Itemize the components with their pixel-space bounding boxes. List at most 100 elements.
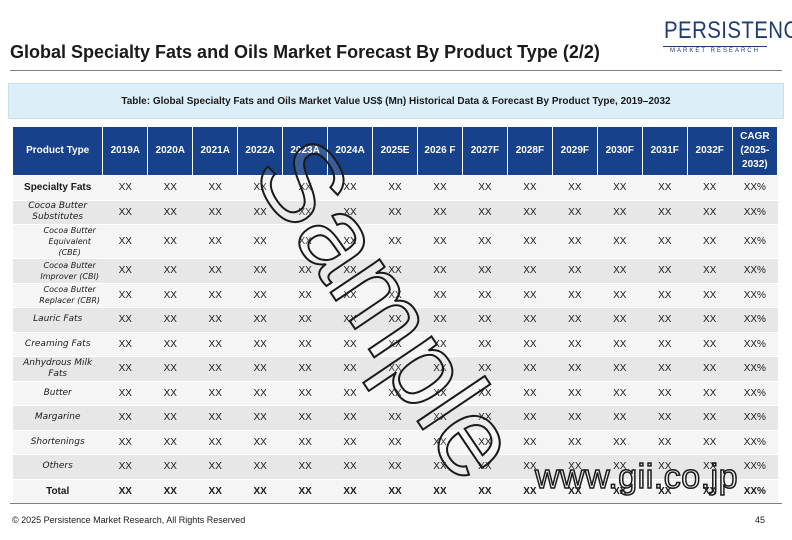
value-cell: XX <box>282 307 328 333</box>
value-cell: XX <box>102 356 148 382</box>
value-cell: XX <box>507 200 553 225</box>
market-forecast-table: Product Type 2019A 2020A 2021A 2022A 2023A 202… <box>11 126 779 504</box>
value-cell: XX <box>462 283 508 308</box>
value-cell: XX <box>192 405 238 431</box>
column-header: 2019A <box>102 126 149 176</box>
row-label: Butter <box>12 381 103 406</box>
value-cell: XX <box>507 332 553 357</box>
value-cell: XX <box>687 283 733 308</box>
value-cell: XX <box>147 307 193 333</box>
value-cell: XX <box>552 430 598 455</box>
value-cell: XX <box>147 283 193 308</box>
row-label: Margarine <box>12 405 103 431</box>
value-cell: XX <box>642 381 688 406</box>
value-cell: XX <box>597 430 643 455</box>
column-header: 2020A <box>147 126 194 176</box>
value-cell: XX <box>552 283 598 308</box>
value-cell: XX <box>597 405 643 431</box>
row-label: Cocoa Butter Improver (CBI) <box>12 258 103 284</box>
value-cell: XX <box>597 175 643 201</box>
value-cell: XX <box>417 479 463 504</box>
value-cell: XX <box>462 479 508 504</box>
value-cell: XX <box>327 258 373 284</box>
value-cell: XX <box>462 381 508 406</box>
row-label: Specialty Fats <box>12 175 103 201</box>
row-label: Cocoa Butter Substitutes <box>12 200 103 225</box>
cagr-cell: XX% <box>732 175 778 201</box>
table-row: Lauric Fats XX XX XX XX XX XX XX XX XX XX XX XX XX XX X… <box>12 307 778 333</box>
value-cell: XX <box>462 332 508 357</box>
value-cell: XX <box>237 430 283 455</box>
value-cell: XX <box>327 479 373 504</box>
value-cell: XX <box>687 224 733 259</box>
cagr-cell: XX% <box>732 479 778 504</box>
value-cell: XX <box>417 175 463 201</box>
value-cell: XX <box>462 258 508 284</box>
column-header: 2028F <box>506 126 553 176</box>
value-cell: XX <box>687 258 733 284</box>
value-cell: XX <box>147 332 193 357</box>
value-cell: XX <box>192 332 238 357</box>
column-header: 2025E <box>372 126 418 176</box>
table-caption: Table: Global Specialty Fats and Oils Ma… <box>8 83 784 119</box>
value-cell: XX <box>192 307 238 333</box>
value-cell: XX <box>462 224 508 259</box>
column-header: 2029F <box>551 126 598 176</box>
value-cell: XX <box>282 332 328 357</box>
value-cell: XX <box>102 454 148 480</box>
table-row: Margarine XX XX XX XX XX XX XX XX XX XX XX XX XX XX XX% <box>12 405 778 431</box>
value-cell: XX <box>192 224 238 259</box>
value-cell: XX <box>462 405 508 431</box>
value-cell: XX <box>687 307 733 333</box>
value-cell: XX <box>282 381 328 406</box>
value-cell: XX <box>462 454 508 480</box>
company-logo: PERSISTENCE MARKET RESEARCH <box>655 18 792 54</box>
value-cell: XX <box>147 405 193 431</box>
cagr-cell: XX% <box>732 405 778 431</box>
value-cell: XX <box>417 283 463 308</box>
value-cell: XX <box>597 454 643 480</box>
value-cell: XX <box>642 405 688 431</box>
value-cell: XX <box>282 454 328 480</box>
table-row: Creaming Fats XX XX XX XX XX XX XX XX XX XX XX XX XX X… <box>12 332 778 357</box>
value-cell: XX <box>507 430 553 455</box>
value-cell: XX <box>102 175 148 201</box>
value-cell: XX <box>507 224 553 259</box>
value-cell: XX <box>327 405 373 431</box>
value-cell: XX <box>147 454 193 480</box>
value-cell: XX <box>237 258 283 284</box>
value-cell: XX <box>372 307 418 333</box>
table-total-row: Total XX XX XX XX XX XX XX XX XX XX XX XX XX XX XX% <box>12 479 778 504</box>
value-cell: XX <box>237 200 283 225</box>
column-header: 2027F <box>461 126 508 176</box>
value-cell: XX <box>552 479 598 504</box>
value-cell: XX <box>327 200 373 225</box>
column-header: 2023A <box>282 126 329 176</box>
value-cell: XX <box>417 430 463 455</box>
value-cell: XX <box>102 332 148 357</box>
value-cell: XX <box>417 200 463 225</box>
table-row: Anhydrous Milk Fats XX XX XX XX XX XX XX XX XX XX X… <box>12 356 778 382</box>
value-cell: XX <box>192 381 238 406</box>
value-cell: XX <box>597 283 643 308</box>
value-cell: XX <box>327 381 373 406</box>
row-label: Shortenings <box>12 430 103 455</box>
value-cell: XX <box>237 283 283 308</box>
value-cell: XX <box>102 405 148 431</box>
value-cell: XX <box>192 258 238 284</box>
value-cell: XX <box>237 356 283 382</box>
footer-divider <box>10 503 782 504</box>
value-cell: XX <box>687 479 733 504</box>
value-cell: XX <box>507 381 553 406</box>
value-cell: XX <box>282 175 328 201</box>
value-cell: XX <box>552 381 598 406</box>
value-cell: XX <box>417 356 463 382</box>
table-row: Shortenings XX XX XX XX XX XX XX XX XX XX XX XX XX XX X… <box>12 430 778 455</box>
value-cell: XX <box>597 200 643 225</box>
table-row: Others XX XX XX XX XX XX XX XX XX XX XX XX XX XX XX% <box>12 454 778 480</box>
value-cell: XX <box>507 175 553 201</box>
value-cell: XX <box>417 307 463 333</box>
value-cell: XX <box>687 381 733 406</box>
value-cell: XX <box>102 224 148 259</box>
logo-tagline: MARKET RESEARCH <box>663 46 767 54</box>
